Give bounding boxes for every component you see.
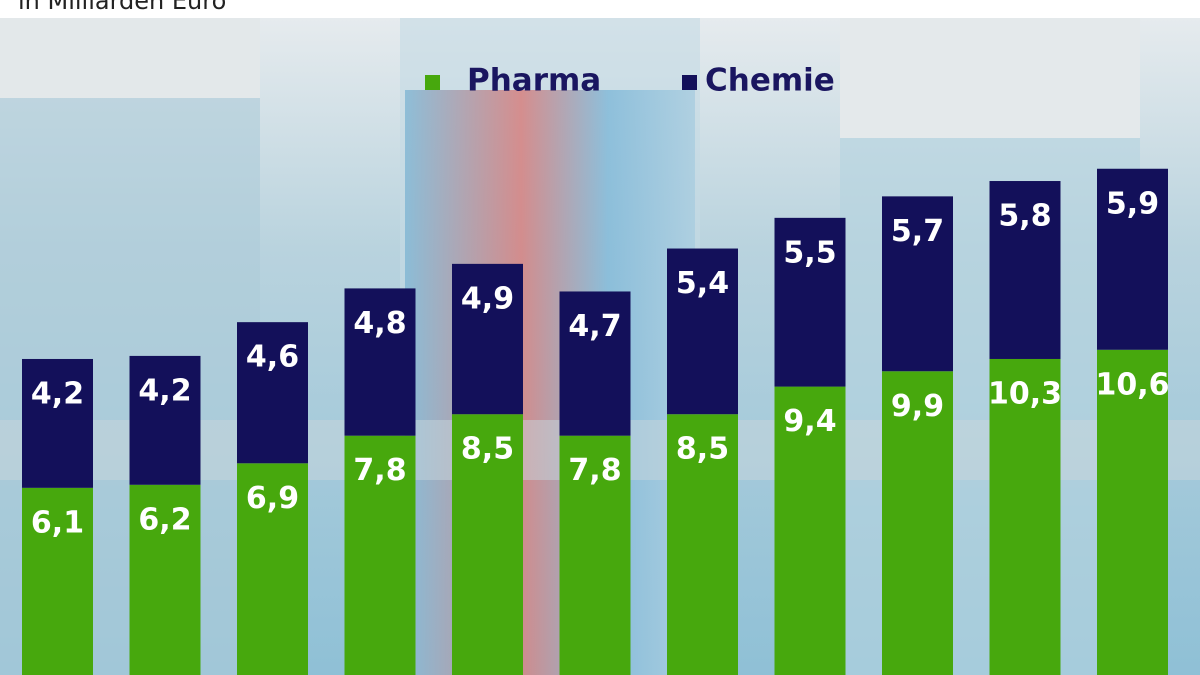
bar-segment — [129, 355, 201, 485]
bar-segment — [344, 288, 416, 436]
value-label: 5,9 — [1106, 186, 1159, 221]
bar-segment — [667, 414, 738, 675]
bar-segment — [22, 358, 93, 488]
bar-segment — [667, 248, 738, 415]
bar-segment — [989, 181, 1061, 359]
bar-segment — [237, 463, 308, 675]
value-label: 7,8 — [353, 453, 406, 488]
value-label: 6,1 — [31, 505, 84, 540]
bar-segment — [989, 358, 1061, 675]
legend: Pharma Chemie — [425, 63, 835, 99]
value-label: 4,6 — [246, 340, 299, 375]
bar-segment — [774, 386, 846, 675]
value-label: 5,5 — [783, 235, 836, 270]
value-label: 9,9 — [891, 389, 944, 424]
bar-segment — [559, 291, 631, 436]
bar-segment — [882, 371, 953, 675]
bar-segment — [559, 435, 631, 675]
value-label: 4,9 — [461, 281, 514, 316]
subtitle: in Milliarden Euro — [18, 0, 226, 15]
value-label: 5,4 — [676, 266, 729, 301]
value-label: 5,8 — [998, 199, 1051, 234]
value-label: 6,2 — [138, 502, 191, 537]
value-label: 6,9 — [246, 481, 299, 516]
legend-swatch — [425, 75, 440, 90]
bar-segment — [344, 435, 416, 675]
bar-segment — [1097, 349, 1168, 675]
bars: 6,1 4,2 6,2 4,2 6,9 4,6 7,8 4,8 8,5 4,9 7,8 4,7 8,5 5… — [22, 168, 1170, 675]
legend-label: Chemie — [705, 63, 835, 99]
value-label: 8,5 — [676, 432, 729, 467]
bar-segment — [129, 484, 201, 675]
value-label: 9,4 — [783, 404, 836, 439]
value-label: 4,2 — [138, 373, 191, 408]
value-label: 5,7 — [891, 214, 944, 249]
bar-segment — [452, 414, 523, 675]
value-label: 4,8 — [353, 306, 406, 341]
value-label: 4,7 — [568, 309, 621, 344]
value-label: 8,5 — [461, 432, 514, 467]
bar-segment — [1097, 168, 1168, 350]
bar-segment — [22, 487, 93, 675]
value-label: 10,3 — [988, 376, 1062, 411]
bar-segment — [882, 196, 953, 372]
value-label: 10,6 — [1095, 367, 1169, 402]
value-label: 7,8 — [568, 453, 621, 488]
legend-swatch — [682, 75, 697, 90]
bar-segment — [452, 263, 523, 415]
legend-label: Pharma — [467, 63, 601, 99]
bar-segment — [237, 322, 308, 464]
value-label: 4,2 — [31, 376, 84, 411]
bar-segment — [774, 217, 846, 387]
